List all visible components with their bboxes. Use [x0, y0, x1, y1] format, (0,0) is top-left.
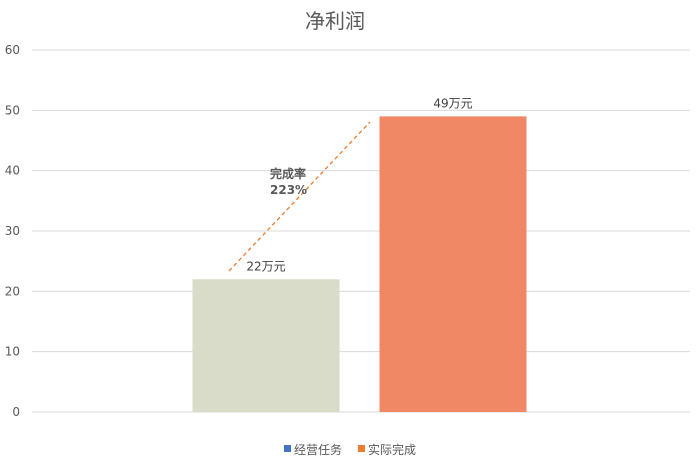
data-label-actual: 49万元	[433, 96, 472, 110]
bar-actual	[379, 116, 527, 412]
legend-marker	[358, 445, 365, 452]
y-tick-label: 0	[12, 405, 20, 419]
completion-annotation: 完成率 223%	[228, 121, 371, 272]
grid-lines	[32, 49, 690, 413]
completion-dashed-line	[228, 121, 371, 272]
legend-item-actual[interactable]: 实际完成	[358, 442, 416, 457]
legend-marker	[284, 445, 291, 452]
data-labels: 22万元 49万元	[246, 96, 472, 273]
legend[interactable]: 经营任务 实际完成	[284, 442, 416, 457]
legend-item-target[interactable]: 经营任务	[284, 442, 342, 457]
y-tick-label: 50	[5, 103, 20, 117]
chart-title: 净利润	[305, 9, 365, 33]
y-tick-label: 20	[5, 284, 20, 298]
bars	[192, 116, 527, 412]
y-tick-label: 30	[5, 224, 20, 238]
y-tick-label: 40	[5, 164, 20, 178]
y-axis-ticks: 0 10 20 30 40 50 60	[5, 43, 20, 419]
completion-rate-label: 完成率	[270, 166, 306, 181]
completion-rate-value: 223%	[270, 183, 307, 197]
y-tick-label: 60	[5, 43, 20, 57]
data-label-target: 22万元	[246, 259, 285, 273]
y-tick-label: 10	[5, 345, 20, 359]
legend-label: 经营任务	[294, 442, 342, 457]
legend-label: 实际完成	[368, 442, 416, 457]
bar-target	[192, 279, 340, 412]
